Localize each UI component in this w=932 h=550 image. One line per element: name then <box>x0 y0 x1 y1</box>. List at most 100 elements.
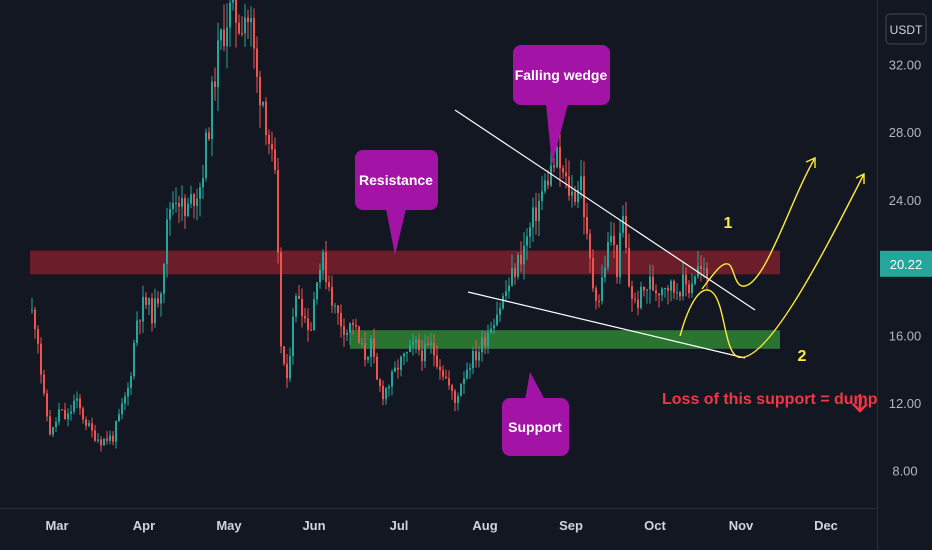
candle-body <box>370 338 372 358</box>
candle-body <box>334 305 336 307</box>
candle-body <box>574 191 576 202</box>
candle-body <box>394 367 396 372</box>
candle-body <box>169 209 171 220</box>
time-tick-label: Oct <box>644 518 666 533</box>
candle-body <box>217 40 219 88</box>
candle-body <box>658 293 660 296</box>
candle-body <box>664 287 666 289</box>
candle-body <box>196 198 198 206</box>
candle-body <box>499 308 501 315</box>
candle-body <box>700 266 702 269</box>
candle-body <box>640 286 642 309</box>
candle-body <box>406 352 408 354</box>
candle-body <box>43 374 45 394</box>
candle-body <box>151 298 153 324</box>
candle-body <box>115 421 117 442</box>
candle-body <box>343 326 345 335</box>
candle-body <box>376 356 378 380</box>
candle-body <box>622 215 624 233</box>
candle-body <box>679 292 681 297</box>
wedge-upper-line <box>454 109 756 311</box>
candle-body <box>289 356 291 379</box>
scenario-1-arrowhead <box>805 156 816 168</box>
candle-body <box>466 369 468 379</box>
candle-body <box>172 203 174 210</box>
candle-body <box>55 421 57 428</box>
candle-body <box>628 247 630 287</box>
candle-body <box>181 198 183 207</box>
candle-body <box>415 339 417 343</box>
candle-body <box>388 386 390 389</box>
candle-body <box>160 293 162 304</box>
support-callout: Support <box>502 372 569 456</box>
candle-body <box>340 313 342 327</box>
candle-body <box>454 390 456 403</box>
candle-body <box>625 215 627 248</box>
candle-body <box>409 344 411 353</box>
candle-body <box>85 419 87 426</box>
candle-body <box>202 177 204 188</box>
candle-body <box>661 288 663 296</box>
candle-body <box>88 423 90 426</box>
candle-body <box>103 438 105 446</box>
candle-body <box>40 343 42 375</box>
candle-body <box>124 396 126 404</box>
candle-body <box>316 282 318 300</box>
current-price-label: 20.22 <box>890 257 923 272</box>
candle-body <box>223 29 225 47</box>
candle-body <box>91 423 93 431</box>
resistance-zone <box>30 250 780 275</box>
candle-body <box>64 410 66 420</box>
candle-body <box>286 363 288 379</box>
support-label: Support <box>508 419 562 435</box>
candle-body <box>268 135 270 144</box>
candle-body <box>277 169 279 253</box>
candle-body <box>580 176 582 191</box>
candle-body <box>412 342 414 345</box>
candle-body <box>34 309 36 330</box>
candle-body <box>511 268 513 286</box>
candle-body <box>271 143 273 150</box>
candle-body <box>118 414 120 422</box>
candle-body <box>157 298 159 304</box>
candle-body <box>589 233 591 259</box>
candle-body <box>130 376 132 388</box>
candle-body <box>439 366 441 371</box>
currency-button[interactable]: USDT <box>885 13 927 45</box>
candle-body <box>619 232 621 278</box>
candle-body <box>175 202 177 204</box>
candle-body <box>259 76 261 106</box>
candle-body <box>133 342 135 377</box>
time-tick-label: Jun <box>302 518 325 533</box>
candle-body <box>256 48 258 77</box>
candle-body <box>52 427 54 435</box>
candle-body <box>301 298 303 317</box>
candle-body <box>601 277 603 301</box>
candle-body <box>472 351 474 369</box>
candle-body <box>421 350 423 362</box>
candle-body <box>475 351 477 361</box>
candle-body <box>607 242 609 268</box>
candle-body <box>205 132 207 178</box>
candle-body <box>496 314 498 326</box>
candle-body <box>127 387 129 397</box>
falling-wedge-callout: Falling wedge <box>513 45 610 165</box>
candle-body <box>559 147 561 169</box>
candle-body <box>631 286 633 299</box>
candle-body <box>328 282 330 288</box>
candle-body <box>529 227 531 237</box>
candle-body <box>445 376 447 379</box>
candle-body <box>295 295 297 317</box>
candle-body <box>100 439 102 446</box>
candle-body <box>649 276 651 290</box>
time-axis[interactable]: Mar Apr May Jun Jul Aug Sep Oct Nov Dec <box>45 518 837 533</box>
candle-body <box>187 203 189 216</box>
candle-body <box>292 316 294 357</box>
scenario-2-label: 2 <box>798 348 807 365</box>
candle-body <box>502 296 504 309</box>
price-tick-label: 28.00 <box>889 125 922 140</box>
price-tick-label: 12.00 <box>889 396 922 411</box>
candle-body <box>46 393 48 417</box>
candle-body <box>313 299 315 331</box>
